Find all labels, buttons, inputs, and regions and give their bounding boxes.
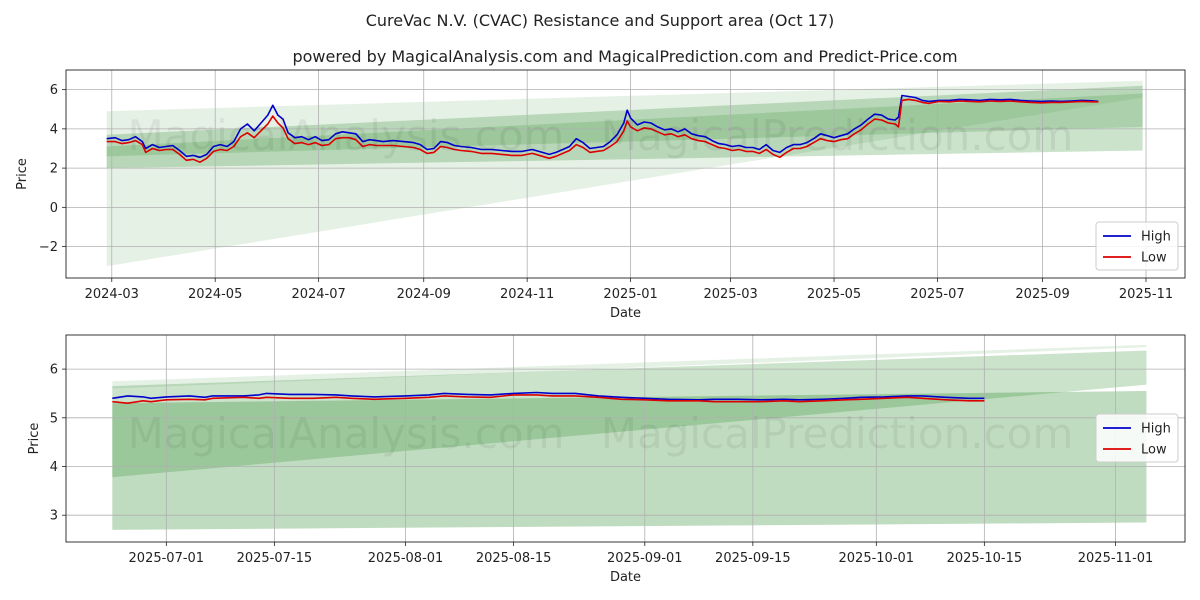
- support-resistance-band-1: [112, 350, 1147, 478]
- x-tick-label: 2025-07-15: [237, 551, 313, 566]
- watermark-text: MagicalAnalysis.com: [128, 111, 565, 160]
- x-tick-label: 2024-05: [188, 287, 242, 302]
- legend: High Low: [1095, 413, 1179, 463]
- y-tick-label: 6: [50, 363, 58, 378]
- x-tick-label: 2025-10-01: [839, 551, 915, 566]
- x-tick-label: 2025-05: [807, 287, 861, 302]
- legend-label-high: High: [1141, 230, 1171, 245]
- x-axis-label: Date: [610, 306, 641, 321]
- y-axis-label: Price: [15, 158, 30, 190]
- x-tick-label: 2025-11-01: [1078, 551, 1154, 566]
- high-series-line: [112, 391, 985, 401]
- x-tick-label: 2024-03: [85, 287, 139, 302]
- y-tick-label: 0: [50, 201, 58, 216]
- x-tick-label: 2025-10-15: [947, 551, 1023, 566]
- y-tick-label: 4: [50, 460, 58, 475]
- x-tick-label: 2025-09: [1015, 287, 1069, 302]
- y-tick-label: −2: [39, 240, 58, 255]
- x-tick-label: 2025-09-15: [715, 551, 791, 566]
- y-tick-label: 6: [50, 83, 58, 98]
- watermark-text: MagicalAnalysis.com: [128, 409, 565, 458]
- y-axis-label: Price: [27, 423, 42, 455]
- y-tick-label: 3: [50, 509, 58, 524]
- x-tick-label: 2025-03: [703, 287, 757, 302]
- x-tick-label: 2025-08-15: [476, 551, 552, 566]
- x-axis-label: Date: [610, 570, 641, 585]
- x-tick-label: 2025-11: [1119, 287, 1173, 302]
- legend: High Low: [1095, 221, 1179, 271]
- y-tick-label: 5: [50, 411, 58, 426]
- x-tick-label: 2025-07-01: [129, 551, 205, 566]
- low-series-line: [112, 394, 985, 404]
- support-resistance-band-0: [112, 344, 1147, 389]
- legend-label-low: Low: [1141, 251, 1167, 266]
- legend-label-low: Low: [1141, 443, 1167, 458]
- bottom-panel: 2025-07-01 2025-07-15 2025-08-01 2025-08-15…: [27, 334, 1186, 585]
- watermark-text: MagicalPrediction.com: [601, 409, 1074, 458]
- x-tick-label: 2024-09: [397, 287, 451, 302]
- band-group: [112, 344, 1147, 530]
- legend-box: [1095, 221, 1179, 271]
- plot-frame: [65, 334, 1186, 543]
- x-tick-label: 2025-07: [910, 287, 964, 302]
- y-tick-label: 4: [50, 122, 58, 137]
- x-tick-label: 2024-11: [500, 287, 554, 302]
- legend-label-high: High: [1141, 422, 1171, 437]
- band-group: [106, 80, 1143, 267]
- series-group: [106, 94, 1099, 163]
- plot-frame: [65, 69, 1186, 279]
- x-tick-label: 2025-01: [603, 287, 657, 302]
- top-panel: 2024-03 2024-05 2024-07 2024-09 2024-11 2025-…: [15, 69, 1186, 321]
- y-tick-label: 2: [50, 162, 58, 177]
- x-tick-label: 2025-09-01: [607, 551, 683, 566]
- support-resistance-band-0: [106, 80, 1143, 267]
- chart-subtitle: powered by MagicalAnalysis.com and Magic…: [292, 47, 957, 66]
- high-series-line: [106, 94, 1099, 159]
- watermark-text: MagicalPrediction.com: [601, 111, 1074, 160]
- support-resistance-band-2: [112, 391, 1147, 530]
- x-tick-label: 2024-07: [291, 287, 345, 302]
- legend-box: [1095, 413, 1179, 463]
- series-group: [112, 391, 985, 404]
- low-series-line: [106, 98, 1099, 163]
- chart-title: CureVac N.V. (CVAC) Resistance and Suppo…: [366, 11, 835, 30]
- x-tick-label: 2025-08-01: [368, 551, 444, 566]
